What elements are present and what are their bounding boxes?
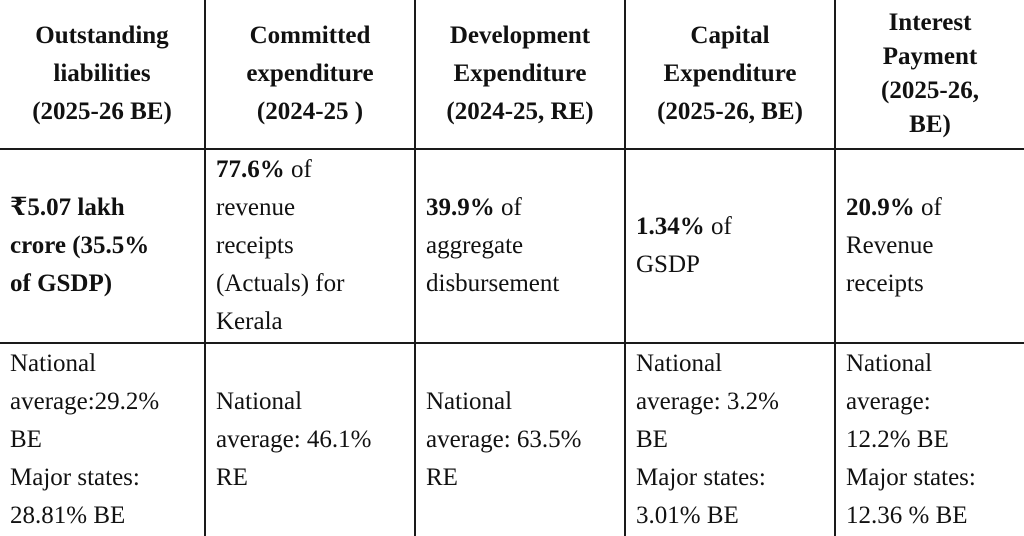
value-line: of GSDP) bbox=[10, 270, 113, 297]
value-suffix: of bbox=[284, 156, 312, 183]
header-line: Outstanding bbox=[35, 22, 169, 49]
header-line: (2025-26, BE) bbox=[657, 98, 803, 125]
value-development-expenditure: 39.9% of aggregate disbursement bbox=[414, 148, 626, 344]
national-outstanding-liabilities: National average:29.2% BE Major states: … bbox=[0, 342, 206, 536]
national-line: National bbox=[636, 350, 723, 377]
national-average-row: National average:29.2% BE Major states: … bbox=[0, 342, 1024, 536]
value-line: GSDP bbox=[636, 251, 700, 278]
value-line: revenue bbox=[216, 194, 296, 221]
national-line: Major states: bbox=[846, 464, 976, 491]
national-line: BE bbox=[10, 426, 42, 453]
header-interest-payment: Interest Payment (2025-26, BE) bbox=[834, 0, 1024, 150]
national-line: Major states: bbox=[10, 464, 140, 491]
value-highlight: 77.6% bbox=[216, 156, 285, 183]
national-line: average:29.2% bbox=[10, 388, 160, 415]
national-line: National bbox=[216, 388, 303, 415]
national-interest-payment: National average: 12.2% BE Major states:… bbox=[834, 342, 1024, 536]
value-suffix: of bbox=[914, 194, 942, 221]
value-highlight: 39.9% bbox=[426, 194, 495, 221]
value-committed-expenditure: 77.6% of revenue receipts (Actuals) for … bbox=[204, 148, 416, 344]
national-development-expenditure: National average: 63.5% RE bbox=[414, 342, 626, 536]
header-line: Expenditure bbox=[663, 60, 797, 87]
national-line: RE bbox=[426, 464, 458, 491]
national-line: 12.36 % BE bbox=[846, 502, 968, 529]
value-interest-payment: 20.9% of Revenue receipts bbox=[834, 148, 1024, 344]
value-line: 20.9% of bbox=[846, 189, 1014, 227]
header-line: Development bbox=[449, 22, 591, 49]
national-line: 3.01% BE bbox=[636, 502, 739, 529]
value-line: 1.34% of bbox=[636, 208, 824, 246]
national-line: National bbox=[10, 350, 97, 377]
national-line: average: 63.5% bbox=[426, 426, 582, 453]
value-line: disbursement bbox=[426, 270, 560, 297]
value-line: aggregate bbox=[426, 232, 524, 259]
header-outstanding-liabilities: Outstanding liabilities (2025-26 BE) bbox=[0, 0, 206, 150]
national-line: average: bbox=[846, 388, 931, 415]
header-development-expenditure: Development Expenditure (2024-25, RE) bbox=[414, 0, 626, 150]
kerala-values-row: ₹5.07 lakh crore (35.5% of GSDP) 77.6% o… bbox=[0, 148, 1024, 344]
header-row: Outstanding liabilities (2025-26 BE) Com… bbox=[0, 0, 1024, 150]
national-line: National bbox=[426, 388, 513, 415]
header-line: Payment bbox=[882, 43, 978, 70]
value-suffix: of bbox=[494, 194, 522, 221]
header-line: (2024-25 ) bbox=[256, 98, 364, 125]
value-highlight: 1.34% bbox=[636, 213, 705, 240]
header-line: (2025-26, bbox=[881, 77, 979, 104]
national-line: average: 3.2% bbox=[636, 388, 779, 415]
header-line: Expenditure bbox=[453, 60, 587, 87]
national-line: Major states: bbox=[636, 464, 766, 491]
national-capital-expenditure: National average: 3.2% BE Major states: … bbox=[624, 342, 836, 536]
value-line: receipts bbox=[216, 232, 294, 259]
header-capital-expenditure: Capital Expenditure (2025-26, BE) bbox=[624, 0, 836, 150]
value-line: Revenue bbox=[846, 232, 934, 259]
header-line: expenditure bbox=[246, 60, 374, 87]
value-line: crore (35.5% bbox=[10, 232, 150, 259]
national-committed-expenditure: National average: 46.1% RE bbox=[204, 342, 416, 536]
national-line: BE bbox=[636, 426, 668, 453]
value-suffix: of bbox=[704, 213, 732, 240]
header-line: Interest bbox=[888, 9, 972, 36]
value-line: receipts bbox=[846, 270, 924, 297]
value-line: (Actuals) for bbox=[216, 270, 345, 297]
national-line: average: 46.1% bbox=[216, 426, 372, 453]
value-outstanding-liabilities: ₹5.07 lakh crore (35.5% of GSDP) bbox=[0, 148, 206, 344]
national-line: 28.81% BE bbox=[10, 502, 126, 529]
value-line: ₹5.07 lakh bbox=[10, 194, 125, 221]
header-line: Capital bbox=[690, 22, 770, 49]
value-highlight: 20.9% bbox=[846, 194, 915, 221]
header-committed-expenditure: Committed expenditure (2024-25 ) bbox=[204, 0, 416, 150]
header-line: BE) bbox=[909, 111, 951, 138]
value-line: 39.9% of bbox=[426, 189, 614, 227]
value-line: Kerala bbox=[216, 308, 283, 335]
value-capital-expenditure: 1.34% of GSDP bbox=[624, 148, 836, 344]
national-line: National bbox=[846, 350, 933, 377]
national-line: 12.2% BE bbox=[846, 426, 949, 453]
header-line: (2024-25, RE) bbox=[446, 98, 594, 125]
value-line: 77.6% of bbox=[216, 151, 404, 189]
national-line: RE bbox=[216, 464, 248, 491]
header-line: liabilities bbox=[53, 60, 151, 87]
header-line: (2025-26 BE) bbox=[32, 98, 172, 125]
header-line: Committed bbox=[249, 22, 371, 49]
